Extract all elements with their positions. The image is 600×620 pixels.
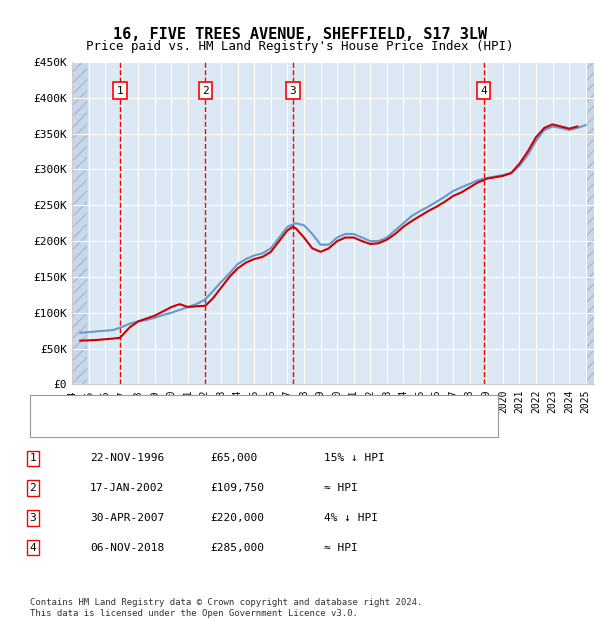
Bar [586,62,594,384]
Text: 1: 1 [116,86,124,95]
Bar [72,62,87,384]
Text: ≈ HPI: ≈ HPI [324,483,358,493]
Text: 3: 3 [29,513,37,523]
Text: 4% ↓ HPI: 4% ↓ HPI [324,513,378,523]
Text: 2: 2 [202,86,209,95]
Bar [586,62,594,384]
Text: 22-NOV-1996: 22-NOV-1996 [90,453,164,463]
Text: 3: 3 [290,86,296,95]
Text: £109,750: £109,750 [210,483,264,493]
Text: ≈ HPI: ≈ HPI [324,542,358,552]
Text: 17-JAN-2002: 17-JAN-2002 [90,483,164,493]
Text: Price paid vs. HM Land Registry's House Price Index (HPI): Price paid vs. HM Land Registry's House … [86,40,514,53]
Text: Contains HM Land Registry data © Crown copyright and database right 2024.: Contains HM Land Registry data © Crown c… [30,598,422,607]
Text: 2: 2 [29,483,37,493]
Text: £220,000: £220,000 [210,513,264,523]
Text: 1: 1 [29,453,37,463]
Text: This data is licensed under the Open Government Licence v3.0.: This data is licensed under the Open Gov… [30,609,358,618]
Text: 15% ↓ HPI: 15% ↓ HPI [324,453,385,463]
Text: 16, FIVE TREES AVENUE, SHEFFIELD, S17 3LW (detached house): 16, FIVE TREES AVENUE, SHEFFIELD, S17 3L… [69,402,431,412]
Text: 4: 4 [29,542,37,552]
Text: 4: 4 [481,86,487,95]
Text: £65,000: £65,000 [210,453,257,463]
Text: 06-NOV-2018: 06-NOV-2018 [90,542,164,552]
Text: ——: —— [42,400,70,414]
Text: £285,000: £285,000 [210,542,264,552]
Bar [72,62,87,384]
Text: 16, FIVE TREES AVENUE, SHEFFIELD, S17 3LW: 16, FIVE TREES AVENUE, SHEFFIELD, S17 3L… [113,27,487,42]
Text: 30-APR-2007: 30-APR-2007 [90,513,164,523]
Text: ——: —— [42,418,70,432]
Text: HPI: Average price, detached house, Sheffield: HPI: Average price, detached house, Shef… [69,420,350,430]
